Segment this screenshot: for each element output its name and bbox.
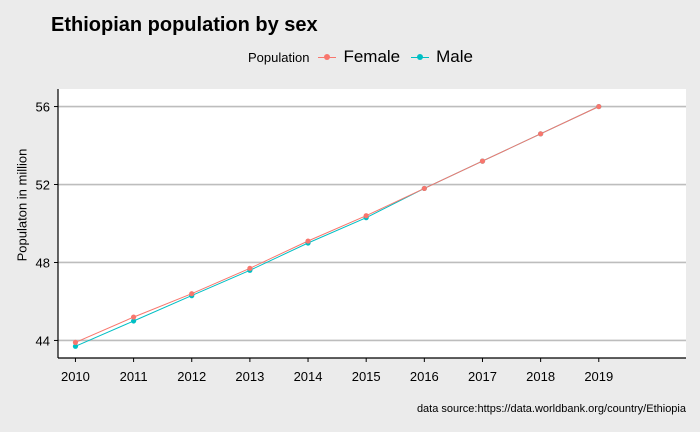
x-tick-label: 2015 (352, 369, 381, 384)
legend-item-female: Female (317, 47, 400, 67)
data-point-female (247, 265, 253, 271)
legend-title: Population (248, 49, 310, 65)
x-tick-label: 2011 (120, 369, 148, 384)
y-tick-label: 48 (36, 255, 50, 270)
x-tick-label: 2017 (468, 369, 497, 384)
x-tick-label: 2014 (294, 369, 323, 384)
data-point-female (189, 291, 195, 297)
y-tick-label: 56 (36, 100, 50, 115)
data-point-female (596, 103, 602, 110)
y-tick-label: 52 (36, 178, 50, 193)
y-tick-label: 44 (36, 333, 50, 348)
series-line-female (75, 106, 600, 343)
x-tick-label: 2012 (177, 369, 206, 384)
data-point-female (72, 339, 79, 346)
plot-panel (58, 89, 686, 358)
x-tick-label: 2019 (584, 369, 613, 384)
legend-label-female: Female (343, 47, 401, 66)
legend: Population Female Male (248, 46, 483, 68)
legend-key-female (317, 49, 337, 65)
data-point-female (538, 131, 544, 137)
data-point-female (421, 185, 427, 192)
legend-item-male: Male (410, 47, 473, 67)
data-source-note: data source:https://data.worldbank.org/c… (416, 403, 686, 415)
data-point-female (130, 314, 137, 320)
data-point-male (72, 343, 79, 349)
data-point-female (363, 213, 369, 219)
legend-label-male: Male (436, 47, 473, 66)
x-tick-label: 2010 (61, 369, 90, 384)
legend-key-male (410, 49, 430, 65)
data-point-male (130, 318, 137, 324)
data-point-female (305, 238, 311, 244)
chart-title: Ethiopian population by sex (51, 14, 318, 36)
x-tick-label: 2018 (526, 369, 555, 384)
x-tick-label: 2013 (235, 369, 264, 384)
data-point-female (479, 158, 486, 164)
x-tick-label: 2016 (410, 369, 439, 384)
